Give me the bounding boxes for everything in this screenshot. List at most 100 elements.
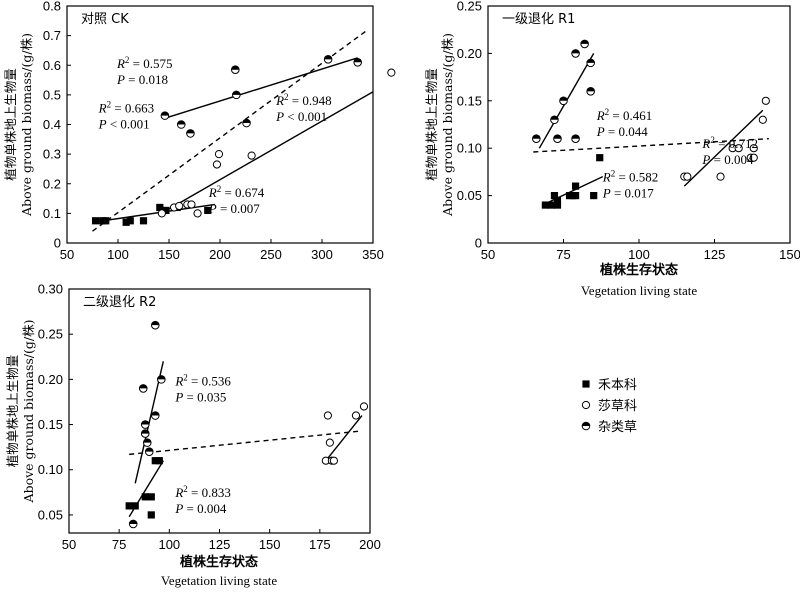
data-point-forb <box>144 447 154 456</box>
data-point-grass <box>596 154 604 162</box>
panel-title: 对照 CK <box>81 12 129 27</box>
x-tick-label: 50 <box>62 537 76 552</box>
data-point-grass <box>147 493 155 501</box>
data-point-grass <box>541 201 549 209</box>
group-fit-line <box>542 176 604 206</box>
data-point-forb <box>128 519 138 529</box>
data-point-grass <box>553 201 562 209</box>
y-tick-label: 0.2 <box>43 176 61 191</box>
legend-item-sedge: 莎草科 <box>581 399 637 414</box>
legend-label: 禾本科 <box>598 378 637 393</box>
y-axis-label-cn: 植物单株地上生物量 <box>5 355 20 468</box>
data-point-sedge <box>187 200 196 209</box>
data-point-sedge <box>329 456 338 465</box>
data-point-sedge <box>351 411 361 420</box>
x-tick-label: 200 <box>209 247 231 262</box>
data-point-forb <box>138 384 148 393</box>
data-point-forb <box>353 57 363 67</box>
y-axis-label-en: Above ground biomass/(g/株) <box>19 33 34 217</box>
series-grass <box>125 457 163 519</box>
y-tick-label: 0.15 <box>457 93 482 108</box>
legend-label: 莎草科 <box>598 399 637 414</box>
data-point-forb <box>571 49 580 58</box>
x-tick-label: 300 <box>311 247 333 262</box>
legend-item-forb: 杂类草 <box>581 420 637 435</box>
y-tick-label: 0.10 <box>38 462 63 477</box>
x-axis-label-cn: 植株生存状态 <box>599 262 678 278</box>
data-point-sedge <box>247 151 256 160</box>
x-tick-label: 250 <box>260 247 282 262</box>
data-point-sedge <box>325 438 334 447</box>
data-point-sedge <box>387 68 396 77</box>
data-point-grass <box>102 217 110 225</box>
x-tick-label: 150 <box>259 537 281 552</box>
data-point-sedge <box>716 172 725 181</box>
data-point-grass <box>590 192 598 200</box>
data-point-forb <box>571 134 580 144</box>
x-tick-label: 75 <box>112 537 126 552</box>
x-axis-label-en: Vegetation living state <box>581 283 697 298</box>
x-tick-label: 75 <box>556 247 570 262</box>
data-point-grass <box>139 217 148 225</box>
x-tick-label: 175 <box>309 537 331 552</box>
data-point-forb <box>532 134 541 144</box>
p-value-label: P = 0.007 <box>208 201 261 216</box>
r-squared-label: R2 = 0.461 <box>596 107 653 123</box>
data-point-grass <box>550 192 559 200</box>
p-value-label: P = 0.004 <box>701 152 754 167</box>
r-squared-label: R2 = 0.833 <box>174 484 231 500</box>
panel-r2: 50 75 100 125 150 175 200 0.05 0.10 0.15 0.20 0.25 0… <box>5 282 381 589</box>
r-squared-label: R2 = 0.712 <box>701 135 758 151</box>
data-point-forb <box>550 115 559 125</box>
r-squared-label: R2 = 0.663 <box>98 100 155 116</box>
p-value-label: P < 0.001 <box>275 109 327 124</box>
data-point-grass <box>122 218 130 226</box>
data-point-forb <box>142 438 152 447</box>
data-point-grass <box>571 192 580 200</box>
data-point-sedge <box>214 150 224 159</box>
x-tick-label: 100 <box>158 537 180 552</box>
x-tick-label: 100 <box>107 247 129 262</box>
y-axis-label-cn: 植物单株地上生物量 <box>3 68 18 181</box>
data-point-sedge <box>758 115 767 124</box>
data-point-forb <box>559 96 568 106</box>
series-grass <box>541 154 604 209</box>
data-point-forb <box>150 320 160 330</box>
group-fit-line <box>325 415 363 462</box>
data-point-sedge <box>734 144 743 153</box>
data-point-forb <box>150 411 160 420</box>
group-fit-line <box>158 90 373 216</box>
data-point-sedge <box>683 172 692 181</box>
p-value-label: P = 0.017 <box>602 185 655 200</box>
x-tick-label: 50 <box>60 247 74 262</box>
data-point-forb <box>160 111 170 120</box>
group-fit-line <box>163 57 358 120</box>
data-point-sedge <box>359 402 369 411</box>
y-tick-label: 0.10 <box>457 141 482 156</box>
panels: 50 100 150 200 250 300 350 0 0.1 0.2 0.3 0.4 0.5 0.6 0… <box>3 0 800 588</box>
panel-r1: 50 75 100 125 150 0 0.05 0.10 0.15 0.20 0.25 一级退化 R… <box>424 0 800 298</box>
y-tick-label: 0.8 <box>43 0 61 14</box>
data-point-sedge <box>175 201 184 211</box>
x-tick-label: 100 <box>628 247 650 262</box>
fit-lines <box>128 361 363 518</box>
x-tick-label: 50 <box>481 247 495 262</box>
x-tick-label: 200 <box>359 537 381 552</box>
y-tick-label: 0.05 <box>457 188 482 203</box>
y-tick-label: 0.5 <box>43 87 61 102</box>
fit-lines <box>92 29 373 232</box>
panel-title: 一级退化 R1 <box>502 12 575 27</box>
data-point-forb <box>586 58 595 68</box>
x-tick-label: 125 <box>209 537 231 552</box>
data-point-grass <box>141 493 149 501</box>
p-value-label: P < 0.001 <box>98 117 150 132</box>
data-point-grass <box>571 182 580 190</box>
